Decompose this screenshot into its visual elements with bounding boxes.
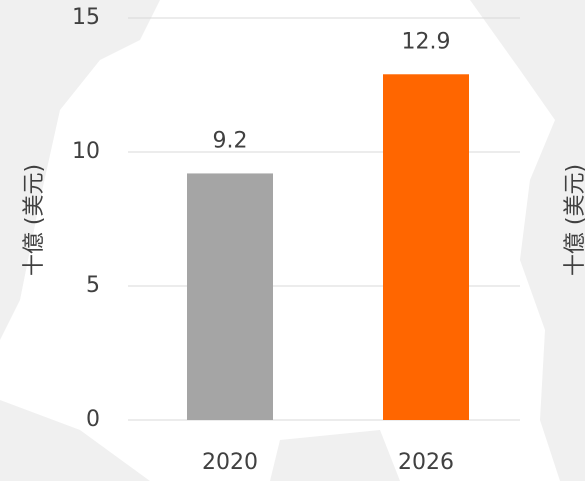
y-tick-label: 10	[72, 139, 100, 164]
y-axis-label: 十億 (美元)	[22, 164, 47, 276]
y-tick-label: 0	[86, 407, 100, 432]
x-tick-label: 2020	[202, 450, 258, 475]
value-label: 12.9	[402, 29, 451, 54]
y-tick-label: 15	[72, 5, 100, 30]
bar	[383, 74, 469, 420]
bar	[187, 173, 273, 420]
x-tick-label: 2026	[398, 450, 454, 475]
y-tick-label: 5	[86, 273, 100, 298]
value-label: 9.2	[213, 128, 248, 153]
y-axis-label-right: 十億 (美元)	[563, 164, 585, 276]
